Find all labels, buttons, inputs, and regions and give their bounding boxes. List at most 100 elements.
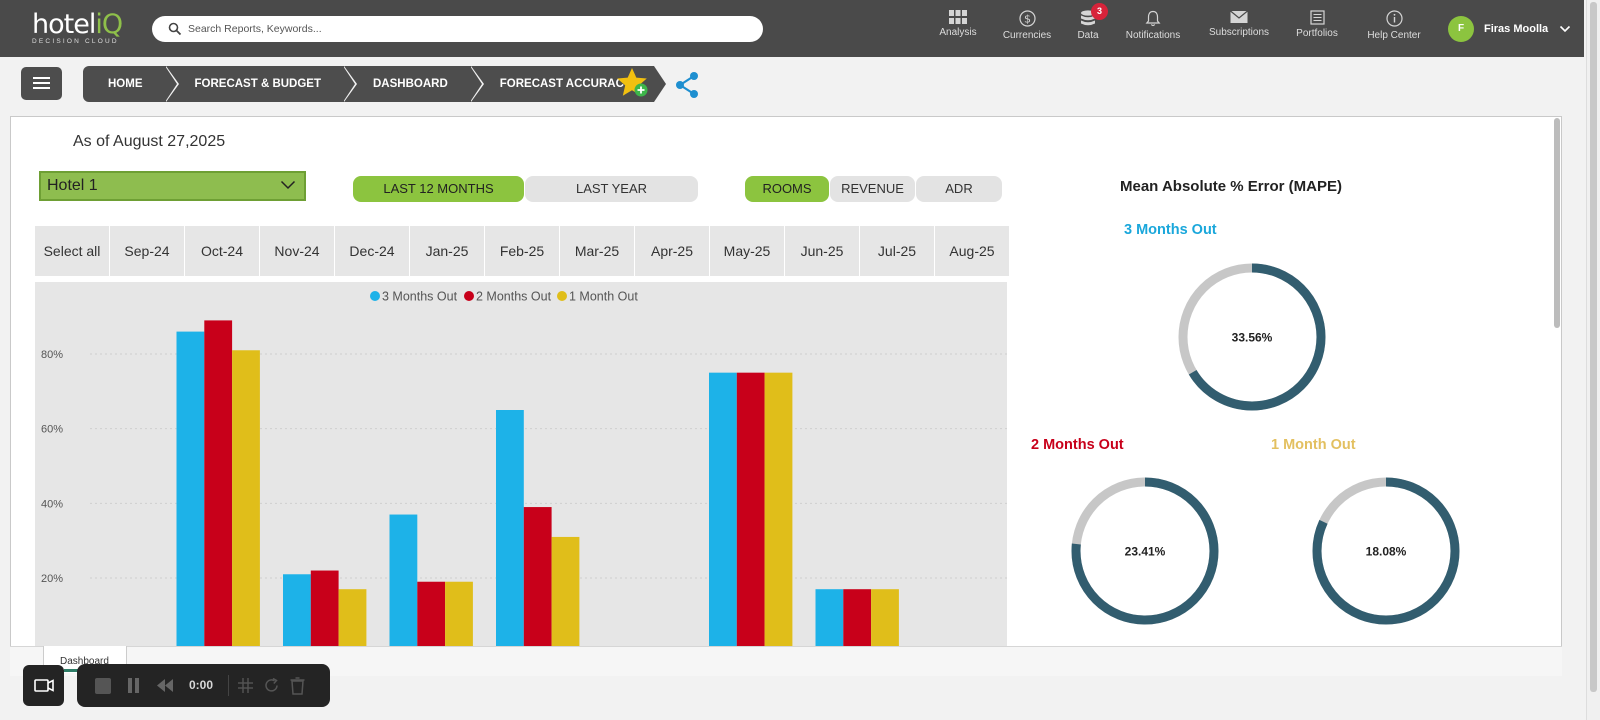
search-input[interactable] xyxy=(188,19,748,39)
month-aug-25[interactable]: Aug-25 xyxy=(935,226,1009,276)
restart-icon[interactable] xyxy=(263,677,280,694)
info-icon xyxy=(1385,10,1403,27)
breadcrumb-forecast-budget[interactable]: FORECAST & BUDGET xyxy=(164,66,357,102)
bar-nov-24-2[interactable] xyxy=(338,589,367,646)
bar-jan-25-1[interactable] xyxy=(523,507,552,646)
scrollbar-thumb[interactable] xyxy=(1590,2,1597,692)
nav-analysis[interactable]: Analysis xyxy=(918,10,998,38)
grid-overlay-icon[interactable] xyxy=(237,677,254,694)
rooms-button[interactable]: ROOMS xyxy=(745,176,829,202)
y-tick-label: 80% xyxy=(41,349,63,361)
nav-portfolios[interactable]: Portfolios xyxy=(1277,10,1357,39)
trash-icon[interactable] xyxy=(289,676,306,695)
bar-dec-24-0[interactable] xyxy=(389,514,418,646)
bar-apr-25-1[interactable] xyxy=(843,589,872,646)
share-icon[interactable] xyxy=(674,71,700,99)
month-select-all[interactable]: Select all xyxy=(35,226,109,276)
donut-chart-1-month: 18.08% xyxy=(1312,477,1460,625)
window-scrollbar[interactable] xyxy=(1586,0,1600,720)
nav-subscriptions[interactable]: Subscriptions xyxy=(1199,10,1279,38)
user-name: Firas Moolla xyxy=(1484,23,1549,35)
hamburger-menu-button[interactable] xyxy=(21,67,62,100)
bar-apr-25-0[interactable] xyxy=(815,589,844,646)
bar-dec-24-1[interactable] xyxy=(417,581,446,646)
month-slicer: Select all Sep-24 Oct-24 Nov-24 Dec-24 J… xyxy=(35,226,1010,276)
grid-icon xyxy=(949,10,967,24)
sheet-tab-label: Dashboard xyxy=(60,656,109,667)
video-camera-icon xyxy=(34,679,54,692)
legend-item[interactable]: 1 Month Out xyxy=(557,290,638,304)
month-mar-25[interactable]: Mar-25 xyxy=(560,226,634,276)
bar-jan-25-2[interactable] xyxy=(551,536,580,646)
bar-dec-24-2[interactable] xyxy=(445,581,473,646)
bar-oct-24-0[interactable] xyxy=(176,331,205,646)
recording-toolbar: 0:00 xyxy=(77,664,330,707)
y-tick-label: 60% xyxy=(41,424,63,436)
month-may-25[interactable]: May-25 xyxy=(710,226,784,276)
camera-button[interactable] xyxy=(23,665,64,706)
month-nov-24[interactable]: Nov-24 xyxy=(260,226,334,276)
legend-label: 2 Months Out xyxy=(476,290,552,304)
breadcrumb-forecast-accuracy[interactable]: FORECAST ACCURACY xyxy=(469,66,666,102)
nav-label: Subscriptions xyxy=(1208,27,1270,38)
bar-oct-24-2[interactable] xyxy=(232,350,260,646)
report-scrollbar[interactable] xyxy=(1552,116,1562,646)
nav-label: Portfolios xyxy=(1296,28,1338,39)
chevron-down-icon xyxy=(1560,25,1571,33)
revenue-button[interactable]: REVENUE xyxy=(830,176,915,202)
scrollbar-thumb[interactable] xyxy=(1554,118,1560,328)
month-jun-25[interactable]: Jun-25 xyxy=(785,226,859,276)
month-sep-24[interactable]: Sep-24 xyxy=(110,226,184,276)
last-year-button[interactable]: LAST YEAR xyxy=(525,176,698,202)
legend-item[interactable]: 2 Months Out xyxy=(464,290,552,304)
donut-chart-2-months: 23.41% xyxy=(1071,477,1219,625)
donut-value-label: 18.08% xyxy=(1366,545,1407,559)
month-apr-25[interactable]: Apr-25 xyxy=(635,226,709,276)
bar-nov-24-0[interactable] xyxy=(283,574,311,646)
donut-label-1-month: 1 Month Out xyxy=(1271,437,1356,453)
envelope-icon xyxy=(1230,10,1248,23)
bar-jan-25-0[interactable] xyxy=(496,410,524,646)
month-feb-25[interactable]: Feb-25 xyxy=(485,226,559,276)
donut-label-2-months: 2 Months Out xyxy=(1031,437,1124,453)
donut-value-segment xyxy=(1071,477,1219,625)
data-count-badge: 3 xyxy=(1091,3,1108,20)
stop-icon[interactable] xyxy=(93,676,113,696)
month-dec-24[interactable]: Dec-24 xyxy=(335,226,409,276)
add-favorite-star-icon[interactable] xyxy=(615,66,651,102)
bar-oct-24-1[interactable] xyxy=(204,320,233,646)
month-jul-25[interactable]: Jul-25 xyxy=(860,226,934,276)
bar-mar-25-1[interactable] xyxy=(736,372,765,646)
nav-label: Analysis xyxy=(939,27,977,38)
nav-label: Help Center xyxy=(1367,30,1421,41)
nav-notifications[interactable]: Notifications xyxy=(1113,10,1193,41)
bar-mar-25-0[interactable] xyxy=(709,372,737,646)
logo-tagline: DECISION CLOUD xyxy=(32,38,119,45)
nav-currencies[interactable]: $ Currencies xyxy=(987,10,1067,41)
search-bar[interactable] xyxy=(152,16,763,42)
month-jan-25[interactable]: Jan-25 xyxy=(410,226,484,276)
adr-button[interactable]: ADR xyxy=(916,176,1002,202)
bar-mar-25-2[interactable] xyxy=(764,372,793,646)
breadcrumb-dashboard[interactable]: DASHBOARD xyxy=(343,66,484,102)
breadcrumb-home[interactable]: HOME xyxy=(83,66,178,102)
nav-label: Currencies xyxy=(1002,30,1052,41)
hotel-dropdown[interactable]: Hotel 1 xyxy=(39,171,306,201)
hotel-selected-value: Hotel 1 xyxy=(47,177,98,194)
bar-nov-24-1[interactable] xyxy=(310,570,339,646)
user-menu[interactable]: F Firas Moolla xyxy=(1448,16,1571,42)
last-12-months-button[interactable]: LAST 12 MONTHS xyxy=(353,176,524,202)
bar-chart-svg: 20% 40% 60% 80% 3 Months Out 2 Months Out 1 Mo… xyxy=(41,290,1007,646)
as-of-date: As of August 27,2025 xyxy=(73,133,226,150)
nav-help-center[interactable]: Help Center xyxy=(1354,10,1434,41)
nav-data[interactable]: Data 3 xyxy=(1048,3,1128,41)
rewind-icon[interactable] xyxy=(155,678,175,693)
top-bar: hoteliQ DECISION CLOUD Analysis $ Curren… xyxy=(0,0,1584,57)
month-oct-24[interactable]: Oct-24 xyxy=(185,226,259,276)
hoteliq-logo[interactable]: hoteliQ DECISION CLOUD xyxy=(32,10,123,46)
legend-item[interactable]: 3 Months Out xyxy=(370,290,458,304)
forecast-error-bar-chart: 20% 40% 60% 80% 3 Months Out 2 Months Out 1 Mo… xyxy=(35,282,1007,646)
pause-icon[interactable] xyxy=(126,677,142,694)
donut-value-label: 23.41% xyxy=(1125,545,1166,559)
bar-apr-25-2[interactable] xyxy=(871,589,899,646)
